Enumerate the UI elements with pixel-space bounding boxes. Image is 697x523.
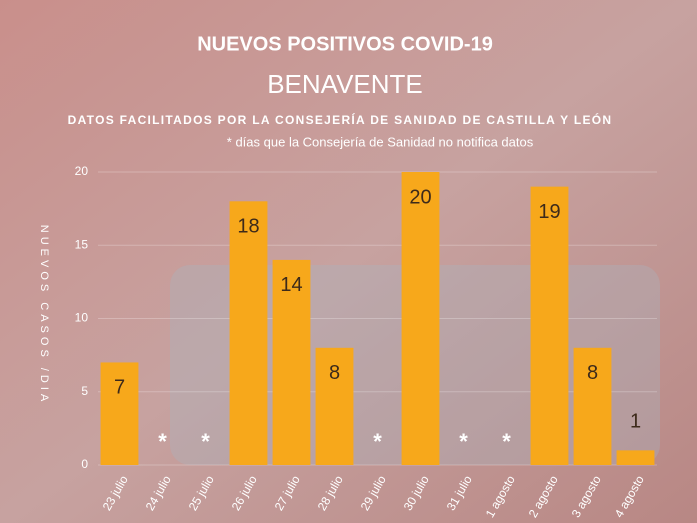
y-tick-label: 0 (81, 457, 88, 471)
value-label: 18 (237, 216, 259, 238)
bar (100, 362, 139, 465)
value-label: 19 (538, 201, 560, 223)
missing-marker: * (158, 429, 167, 454)
bar (401, 172, 440, 465)
y-tick-label: 15 (75, 237, 89, 251)
bar (573, 347, 612, 465)
missing-marker: * (201, 429, 210, 454)
value-label: 7 (114, 377, 125, 399)
value-label: 14 (280, 274, 302, 296)
y-tick-label: 10 (75, 311, 89, 325)
note: * días que la Consejería de Sanidad no n… (227, 134, 534, 149)
y-axis-label: NUEVOS CASOS /DIA (38, 225, 50, 405)
bar (530, 186, 569, 465)
value-label: 20 (409, 186, 431, 208)
value-label: 1 (630, 411, 641, 433)
missing-marker: * (459, 429, 468, 454)
bar (616, 450, 655, 465)
bar (229, 201, 268, 466)
bar (272, 259, 311, 465)
source: DATOS FACILITADOS POR LA CONSEJERÍA DE S… (68, 112, 613, 127)
y-tick-label: 20 (75, 164, 89, 178)
value-label: 8 (587, 362, 598, 384)
value-label: 8 (329, 362, 340, 384)
bar (315, 347, 354, 465)
chart-subtitle: BENAVENTE (267, 69, 423, 99)
missing-marker: * (373, 429, 382, 454)
chart-title: NUEVOS POSITIVOS COVID-19 (197, 33, 493, 55)
y-tick-label: 5 (81, 384, 88, 398)
missing-marker: * (502, 429, 511, 454)
